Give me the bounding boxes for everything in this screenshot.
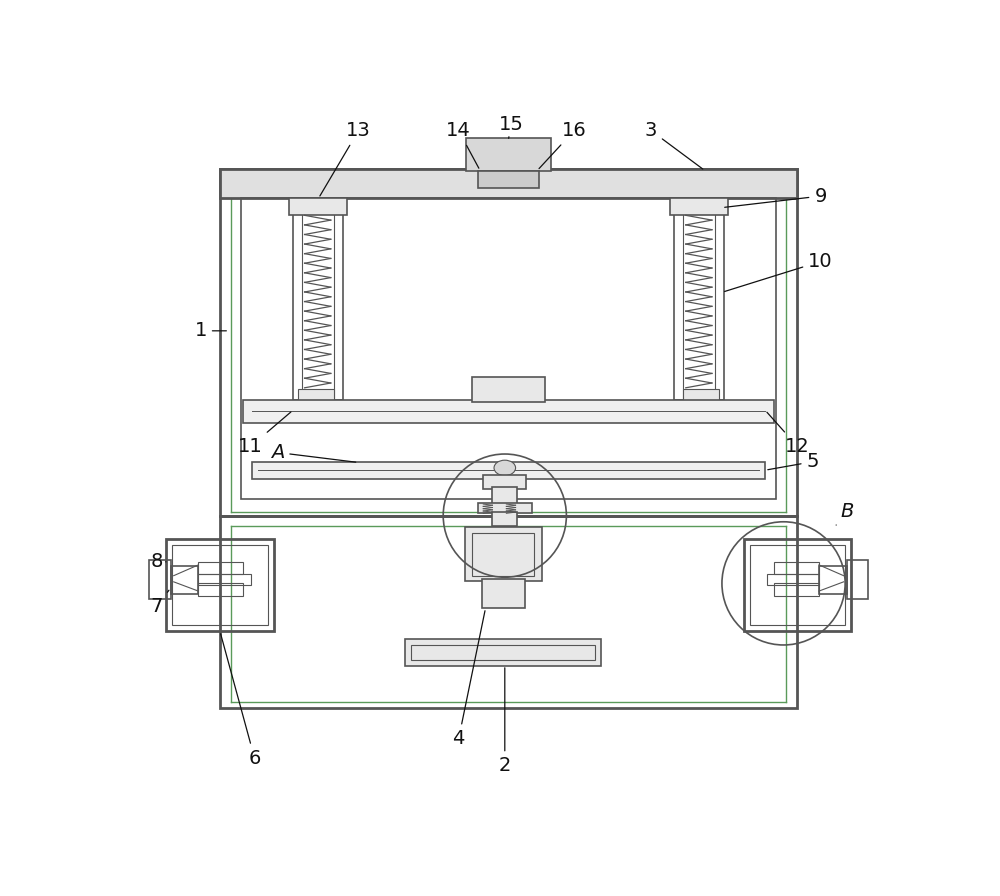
Bar — [302, 209, 334, 399]
Bar — [298, 390, 334, 401]
Bar — [670, 198, 728, 215]
Text: 6: 6 — [221, 633, 261, 768]
Bar — [220, 169, 797, 198]
Text: 16: 16 — [539, 121, 586, 168]
Bar — [198, 583, 243, 596]
Bar — [466, 138, 551, 170]
Text: 8: 8 — [151, 552, 166, 572]
Text: 1: 1 — [194, 322, 226, 340]
Bar — [744, 538, 851, 631]
Bar — [492, 487, 517, 504]
Bar — [674, 200, 724, 401]
Bar — [472, 377, 545, 401]
Bar — [293, 200, 343, 401]
Bar — [405, 639, 601, 666]
Text: 14: 14 — [446, 121, 479, 168]
Bar — [482, 579, 525, 608]
Bar — [819, 566, 847, 594]
Bar — [472, 533, 534, 576]
Bar — [149, 560, 171, 599]
Text: A: A — [271, 443, 356, 462]
Bar — [289, 198, 347, 215]
Bar — [847, 560, 868, 599]
Text: 10: 10 — [725, 252, 833, 291]
Text: 7: 7 — [151, 590, 169, 616]
Text: 15: 15 — [499, 115, 523, 138]
Bar — [483, 475, 526, 488]
Bar — [683, 209, 715, 399]
Bar — [198, 562, 243, 574]
Bar — [478, 503, 532, 513]
Bar — [465, 527, 542, 582]
Ellipse shape — [494, 461, 516, 476]
Bar — [774, 562, 819, 574]
Bar — [166, 538, 274, 631]
Text: 4: 4 — [452, 611, 485, 748]
Bar — [172, 545, 268, 625]
Bar — [750, 545, 845, 625]
Text: 12: 12 — [767, 412, 810, 456]
Bar — [492, 512, 517, 526]
Text: 3: 3 — [645, 121, 703, 169]
Bar — [243, 401, 774, 423]
Bar — [220, 169, 797, 515]
Bar — [171, 566, 198, 594]
Bar — [241, 198, 776, 499]
Bar — [220, 515, 797, 708]
Bar — [774, 583, 819, 596]
Bar — [683, 390, 719, 401]
Text: 11: 11 — [238, 412, 291, 456]
Bar — [252, 461, 765, 478]
Bar — [198, 574, 251, 585]
Text: 2: 2 — [499, 668, 511, 775]
Text: B: B — [836, 503, 854, 525]
Bar — [478, 170, 539, 187]
Text: 13: 13 — [320, 121, 371, 196]
Bar — [411, 645, 595, 660]
Bar — [767, 574, 819, 585]
Text: 5: 5 — [768, 452, 819, 471]
Text: 9: 9 — [725, 186, 827, 207]
